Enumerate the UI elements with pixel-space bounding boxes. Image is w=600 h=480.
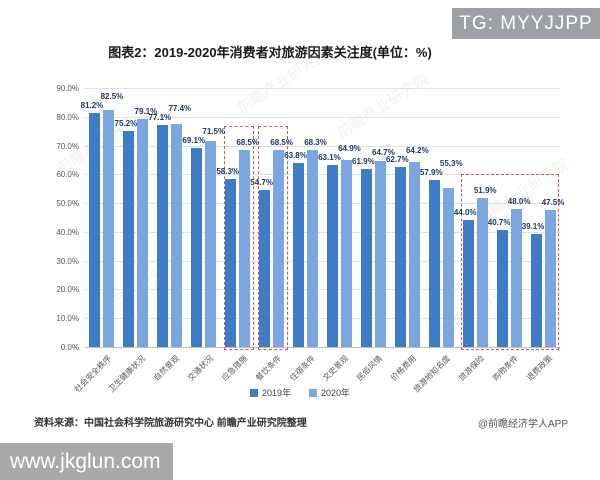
bar-2020 [307,150,319,347]
value-label-2020: 68.5% [270,137,293,147]
chart-title: 图表2：2019-2020年消费者对旅游因素关注度(单位：%) [108,45,432,60]
bar-2020 [408,162,420,347]
bar-2019 [360,168,372,347]
value-label-2019: 40.7% [487,217,511,227]
y-gridline [85,318,560,320]
legend-label: 2019年 [261,388,291,398]
bar-2020 [273,149,285,347]
bar-2019 [462,220,474,347]
y-axis-tick-label: 40.0% [56,227,79,237]
value-label-2019: 75.2% [114,118,138,128]
bar-2019 [123,130,135,347]
value-label-2020: 71.5% [202,127,226,137]
bar-2020 [205,141,217,347]
value-label-2019: 77.1% [148,113,172,123]
legend-label: 2020年 [321,388,351,398]
highlight-box [461,173,559,350]
value-label-2020: 64.7% [372,147,395,157]
value-label-2020: 47.5% [541,198,565,208]
value-label-2019: 69.1% [182,136,206,146]
value-label-2020: 68.3% [304,138,327,148]
bar-2019 [157,125,169,347]
y-gridline [85,260,560,262]
value-label-2020: 48.0% [507,196,531,206]
highlight-box [257,125,288,350]
bar-2020 [374,160,386,347]
legend-item: 2020年 [309,386,350,399]
bar-2020 [103,109,115,347]
author-handle: @前瞻经济学人APP [477,419,568,430]
y-axis-tick-label: 60.0% [56,170,79,180]
value-label-2020: 64.2% [405,145,429,155]
value-label-2019: 63.1% [318,153,341,163]
bar-2020 [510,208,522,347]
bar-2019 [428,180,440,347]
bar-2019 [225,179,237,347]
value-label-2019: 61.9% [352,156,375,166]
data-source-note: 资料来源：中国社会科学院旅游研究中心 前瞻产业研究院整理 [34,418,307,429]
bar-2020 [171,124,183,347]
value-label-2019: 57.9% [419,168,443,178]
value-label-2019: 62.7% [385,154,409,164]
y-axis-tick-label: 70.0% [56,141,79,151]
value-label-2019: 44.0% [453,208,477,218]
value-label-2019: 54.7% [250,177,273,187]
y-axis-tick-label: 10.0% [56,314,79,324]
bar-2020 [137,119,149,347]
value-label-2020: 64.9% [338,144,361,154]
value-label-2020: 79.1% [134,107,158,117]
y-axis-tick-label: 80.0% [56,112,79,122]
y-axis-tick-label: 20.0% [56,285,79,295]
legend-item: 2019年 [249,386,291,399]
y-axis-tick-label: 30.0% [56,256,79,266]
legend-swatch [309,388,317,397]
legend-swatch [249,388,258,397]
bar-2019 [89,113,101,347]
bar-2019 [191,148,203,347]
bar-2019 [530,234,542,347]
y-axis-tick-label: 50.0% [56,199,79,209]
bar-2020 [476,197,488,347]
y-axis-tick-label: 0.0% [60,343,79,352]
chart-legend: 2019年 2020年 [0,386,600,399]
bar-2020 [340,160,352,347]
bar-2019 [259,189,271,347]
highlight-box [223,125,254,350]
bar-2020 [239,149,251,347]
value-label-2020: 77.4% [168,104,192,114]
y-gridline [85,88,560,89]
watermark-text: 前瞻产业研究院 [334,70,432,143]
bar-2020 [544,210,556,347]
website-banner: www.jkglun.com [0,443,173,480]
telegram-badge: TG: MYYJJPP [452,8,600,39]
y-gridline [85,231,560,233]
bar-2019 [496,229,508,347]
value-label-2020: 55.3% [439,159,463,169]
y-gridline [85,116,560,118]
value-label-2019: 39.1% [521,222,545,232]
value-label-2019: 81.2% [80,101,104,111]
value-label-2019: 63.8% [284,151,307,161]
bar-2019 [326,165,338,347]
value-label-2020: 51.9% [473,185,497,195]
y-gridline [85,174,560,176]
y-axis-tick-label: 90.0% [56,84,79,93]
value-label-2019: 58.3% [216,167,240,177]
y-gridline [85,203,560,205]
x-axis-line [85,347,560,348]
y-gridline [85,289,560,291]
watermark-text: 前瞻产业研究院 [234,45,332,118]
value-label-2020: 68.5% [236,137,260,147]
bar-2019 [394,166,406,347]
bar-2019 [293,163,305,347]
value-label-2020: 82.5% [100,92,124,102]
y-gridline [85,145,560,147]
bar-2020 [442,187,454,347]
